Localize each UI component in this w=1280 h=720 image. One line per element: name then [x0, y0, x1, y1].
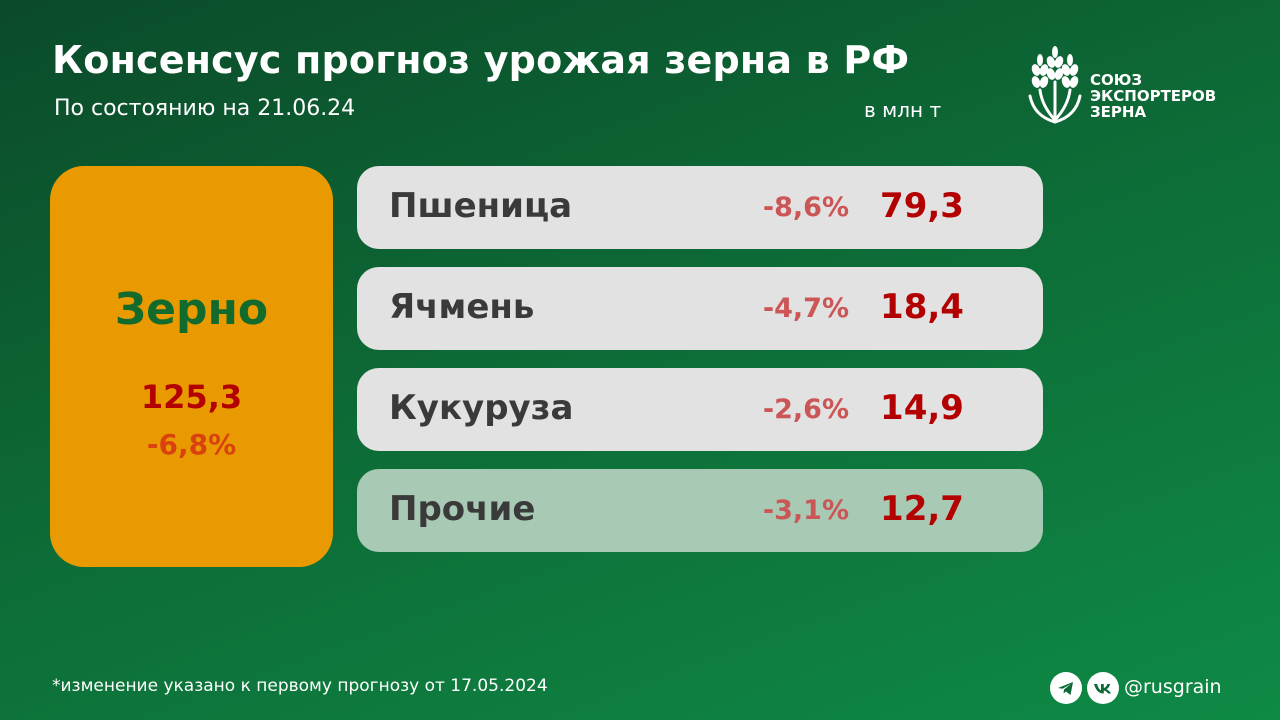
crop-value: 18,4: [880, 287, 964, 327]
social-handle: @rusgrain: [1124, 676, 1222, 698]
page-title: Консенсус прогноз урожая зерна в РФ: [52, 38, 910, 82]
crop-value: 14,9: [880, 388, 964, 428]
logo-line: СОЮЗ: [1090, 71, 1143, 89]
crop-row-wheat: Пшеница -8,6% 79,3: [357, 166, 1043, 249]
crop-name: Кукуруза: [389, 388, 574, 428]
crop-name: Ячмень: [389, 287, 535, 327]
logo-line: ЗЕРНА: [1090, 103, 1147, 121]
wheat-ears-icon: [1028, 46, 1082, 124]
total-name: Зерно: [114, 284, 269, 335]
vk-icon[interactable]: [1087, 672, 1119, 704]
total-change: -6,8%: [146, 428, 237, 461]
crop-row-corn: Кукуруза -2,6% 14,9: [357, 368, 1043, 451]
unit-label: в млн т: [864, 98, 942, 122]
footnote: *изменение указано к первому прогнозу от…: [52, 676, 548, 696]
crop-change: -2,6%: [762, 394, 849, 425]
crop-change: -3,1%: [762, 495, 849, 526]
logo-line: ЭКСПОРТЕРОВ: [1090, 87, 1217, 105]
crop-row-barley: Ячмень -4,7% 18,4: [357, 267, 1043, 350]
crop-change: -8,6%: [762, 192, 849, 223]
page-subtitle: По состоянию на 21.06.24: [54, 96, 356, 121]
crop-name: Прочие: [389, 489, 536, 529]
logo-text: СОЮЗ ЭКСПОРТЕРОВ ЗЕРНА: [1090, 72, 1216, 120]
crop-name: Пшеница: [389, 186, 573, 226]
total-card: Зерно 125,3 -6,8%: [50, 166, 333, 567]
total-value: 125,3: [140, 378, 243, 416]
telegram-icon[interactable]: [1050, 672, 1082, 704]
crop-value: 79,3: [880, 186, 964, 226]
logo: СОЮЗ ЭКСПОРТЕРОВ ЗЕРНА: [1024, 46, 1234, 126]
crop-change: -4,7%: [762, 293, 849, 324]
crop-value: 12,7: [880, 489, 964, 529]
crop-row-other: Прочие -3,1% 12,7: [357, 469, 1043, 552]
